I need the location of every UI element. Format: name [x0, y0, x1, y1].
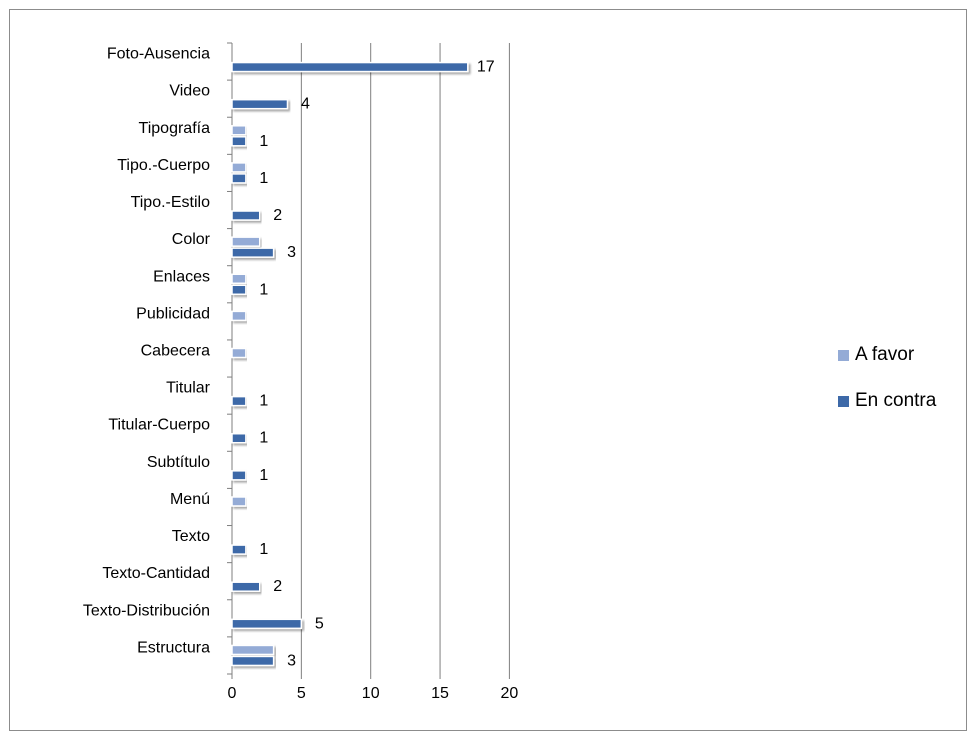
- x-tick-label-5: 5: [297, 685, 306, 702]
- bar-en-contra-color: [231, 247, 275, 258]
- legend-swatch-en-contra: [838, 395, 849, 407]
- data-label-color: 3: [287, 244, 296, 261]
- category-label-subtitulo: Subtítulo: [147, 454, 210, 471]
- bar-en-contra-foto-ausencia: [231, 61, 469, 73]
- data-label-estructura: 3: [287, 652, 296, 669]
- bar-en-contra-tipo-estilo: [231, 210, 261, 221]
- x-tick-label-20: 20: [501, 685, 519, 702]
- category-label-titular-cuerpo: Titular-Cuerpo: [108, 417, 210, 434]
- legend-label-a-favor: A favor: [855, 344, 915, 365]
- category-label-texto: Texto: [172, 528, 210, 545]
- bar-en-contra-video: [231, 98, 289, 110]
- bar-a-favor-publicidad: [231, 310, 247, 322]
- legend: A favor En contra: [838, 343, 936, 435]
- category-label-texto-cantidad: Texto-Cantidad: [102, 565, 210, 582]
- category-label-video: Video: [169, 83, 210, 100]
- category-label-foto-ausencia: Foto-Ausencia: [107, 46, 210, 63]
- category-label-cabecera: Cabecera: [141, 343, 210, 360]
- bar-a-favor-estructura: [231, 644, 275, 656]
- category-label-enlaces: Enlaces: [153, 268, 210, 285]
- bar-en-contra-texto: [231, 544, 247, 555]
- x-tick-labels: 0 5 10 15 20: [228, 685, 519, 702]
- y-axis: [227, 42, 510, 679]
- bar-en-contra-texto-cantidad: [231, 581, 261, 592]
- bar-en-contra-titular-cuerpo: [231, 432, 247, 444]
- bar-en-contra-estructura: [231, 655, 275, 667]
- category-label-tipo-cuerpo: Tipo.-Cuerpo: [117, 157, 210, 174]
- category-labels: Foto-Ausencia Video Tipografía Tipo.-Cuerpo…: [83, 46, 211, 657]
- data-labels: 17 4 1 1 2 3 1 1 1 1 1 2 5 3: [259, 59, 494, 670]
- data-label-foto-ausencia: 17: [477, 59, 495, 76]
- data-label-texto-distribucion: 5: [315, 615, 324, 632]
- data-label-subtitulo: 1: [259, 467, 268, 484]
- bar-en-contra-tipo-cuerpo: [231, 173, 247, 184]
- bar-en-contra-titular: [231, 395, 247, 407]
- category-label-publicidad: Publicidad: [136, 305, 210, 322]
- legend-swatch-a-favor: [838, 349, 849, 361]
- legend-item-a-favor: A favor: [838, 343, 936, 367]
- category-label-color: Color: [172, 231, 211, 248]
- gridlines: [300, 43, 510, 674]
- category-label-tipo-estilo: Tipo.-Estilo: [131, 194, 211, 211]
- category-label-menu: Menú: [170, 491, 210, 508]
- data-label-texto-cantidad: 2: [273, 578, 282, 595]
- bar-en-contra-enlaces: [231, 284, 247, 296]
- legend-label-en-contra: En contra: [855, 390, 937, 411]
- bars: [231, 61, 469, 667]
- data-label-tipo-estilo: 2: [273, 207, 282, 224]
- category-label-tipografia: Tipografía: [139, 120, 211, 137]
- category-label-titular: Titular: [166, 380, 211, 397]
- data-label-tipo-cuerpo: 1: [259, 170, 268, 187]
- data-label-texto: 1: [259, 541, 268, 558]
- legend-item-en-contra: En contra: [838, 389, 936, 413]
- bar-en-contra-texto-distribucion: [231, 618, 303, 630]
- data-label-titular-cuerpo: 1: [259, 430, 268, 447]
- x-tick-label-15: 15: [431, 685, 449, 702]
- bar-a-favor-tipografia: [231, 125, 247, 136]
- x-tick-label-0: 0: [228, 685, 237, 702]
- bar-a-favor-tipo-cuerpo: [231, 162, 247, 173]
- bar-a-favor-menu: [231, 496, 247, 507]
- bar-a-favor-cabecera: [231, 347, 247, 359]
- bar-en-contra-tipografia: [231, 136, 247, 147]
- data-label-video: 4: [301, 96, 310, 113]
- category-label-texto-distribucion: Texto-Distribución: [83, 602, 210, 619]
- x-tick-label-10: 10: [362, 685, 380, 702]
- bar-a-favor-color: [231, 236, 261, 247]
- chart-frame: [9, 9, 967, 731]
- data-label-enlaces: 1: [259, 281, 268, 298]
- data-label-tipografia: 1: [259, 133, 268, 150]
- bar-en-contra-subtitulo: [231, 470, 247, 481]
- bar-a-favor-enlaces: [231, 273, 247, 285]
- category-label-estructura: Estructura: [137, 639, 210, 656]
- data-label-titular: 1: [259, 393, 268, 410]
